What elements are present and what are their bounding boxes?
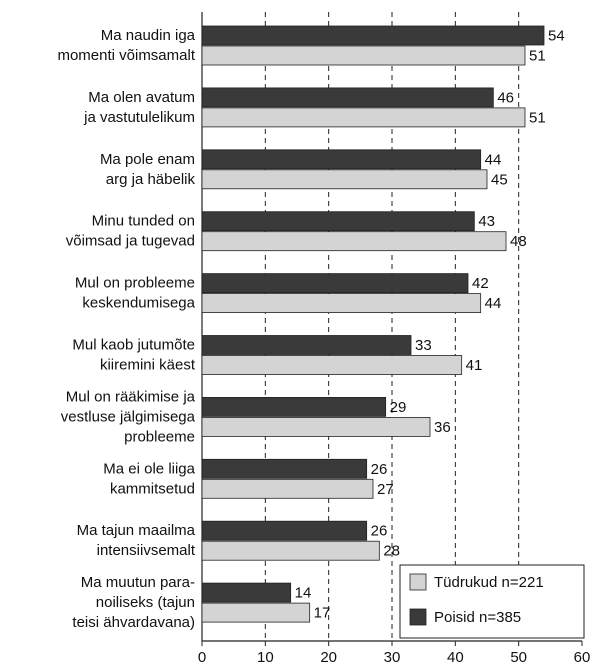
value-label: 29 — [390, 399, 407, 416]
category-label: ja vastutulelikum — [83, 109, 195, 126]
legend-box — [399, 564, 585, 639]
category-label: Ma pole enam — [100, 151, 195, 168]
value-label: 44 — [485, 295, 502, 312]
bar — [201, 25, 545, 46]
category-label: intensiivsemalt — [97, 542, 196, 559]
category-label: teisi ähvardavana) — [72, 614, 195, 631]
category-label: kammitsetud — [110, 480, 195, 497]
x-tick-label: 40 — [447, 649, 464, 666]
x-tick-label: 20 — [320, 649, 337, 666]
bar — [201, 149, 482, 170]
value-label: 45 — [491, 171, 508, 188]
legend-swatch — [409, 608, 427, 626]
bar — [201, 602, 311, 623]
bar — [201, 582, 292, 603]
category-label: Ma olen avatum — [88, 89, 195, 106]
value-label: 27 — [377, 481, 394, 498]
category-label: keskendumisega — [82, 295, 195, 312]
value-label: 28 — [383, 543, 400, 560]
bar — [201, 169, 488, 190]
bar — [201, 396, 387, 417]
bar — [201, 540, 380, 561]
category-label: kiiremini käest — [100, 356, 196, 373]
value-label: 51 — [529, 109, 546, 126]
x-tick-label: 0 — [198, 649, 206, 666]
category-label: Ma muutun para- — [81, 574, 195, 591]
bar — [201, 520, 368, 541]
category-label: Mul on probleeme — [75, 275, 195, 292]
x-tick-label: 30 — [384, 649, 401, 666]
bar — [201, 107, 526, 128]
category-label: momenti võimsamalt — [57, 47, 195, 64]
value-label: 46 — [497, 89, 514, 106]
legend-swatch — [409, 573, 427, 591]
bar — [201, 87, 494, 108]
bar — [201, 273, 469, 294]
legend-label: Tüdrukud n=221 — [434, 574, 544, 591]
category-label: Minu tunded on — [92, 213, 195, 230]
value-label: 33 — [415, 337, 432, 354]
bar — [201, 416, 431, 437]
value-label: 14 — [295, 585, 312, 602]
value-label: 36 — [434, 419, 451, 436]
category-label: võimsad ja tugevad — [66, 233, 195, 250]
category-label: Ma naudin iga — [101, 27, 196, 44]
category-label: noiliseks (tajun — [96, 594, 195, 611]
category-label: Mul kaob jutumõte — [72, 336, 195, 353]
value-label: 48 — [510, 233, 527, 250]
category-label: Ma ei ole liiga — [103, 460, 195, 477]
bar — [201, 45, 526, 66]
category-label: vestluse jälgimisega — [61, 408, 196, 425]
category-label: Ma tajun maailma — [77, 522, 196, 539]
legend: Tüdrukud n=221 Poisid n=385 — [399, 564, 585, 639]
category-label: Mul on rääkimise ja — [66, 388, 196, 405]
value-label: 43 — [478, 213, 495, 230]
value-label: 51 — [529, 47, 546, 64]
bar — [201, 211, 475, 232]
value-label: 54 — [548, 27, 565, 44]
value-label: 44 — [485, 151, 502, 168]
x-tick-label: 60 — [574, 649, 591, 666]
value-label: 26 — [371, 523, 388, 540]
value-label: 17 — [314, 605, 331, 622]
value-label: 41 — [466, 357, 483, 374]
category-label: probleeme — [124, 428, 195, 445]
bar — [201, 355, 463, 375]
bar — [201, 293, 482, 314]
legend-label: Poisid n=385 — [434, 609, 521, 626]
x-tick-label: 10 — [257, 649, 274, 666]
bar — [201, 478, 374, 499]
bar — [201, 335, 412, 355]
value-label: 42 — [472, 275, 489, 292]
category-label: arg ja häbelik — [106, 171, 196, 188]
x-tick-label: 50 — [510, 649, 527, 666]
bar — [201, 458, 368, 479]
bar — [201, 231, 507, 252]
value-label: 26 — [371, 461, 388, 478]
